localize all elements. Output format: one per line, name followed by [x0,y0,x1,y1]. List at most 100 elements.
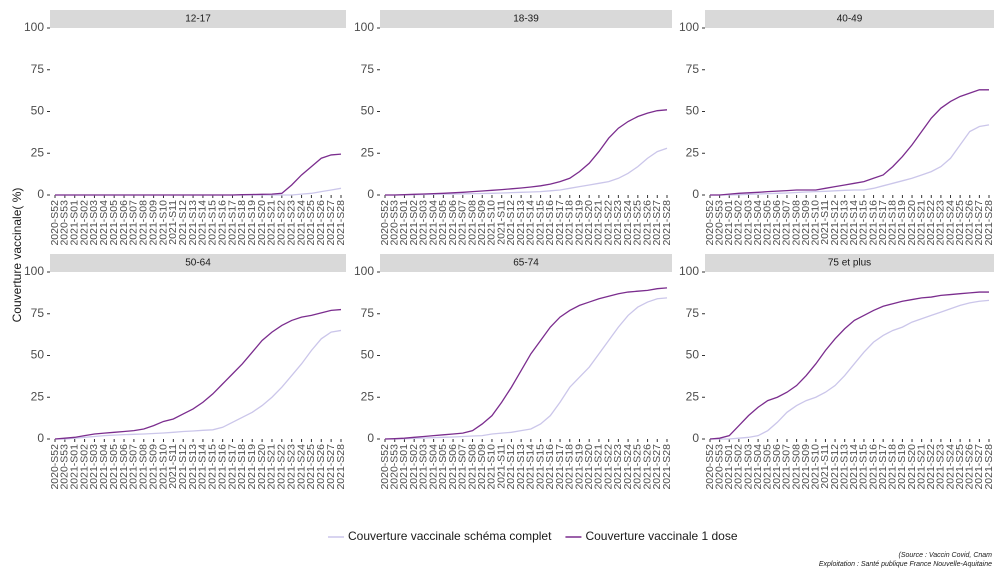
series-line [54,308,342,440]
x-tick-label: 2021-S07 [781,200,793,246]
x-tick-label: 2021-S21 [915,444,927,490]
x-tick-label: 2021-S11 [819,200,831,245]
x-tick-label: 2020-S52 [49,200,61,246]
x-tick-label: 2021-S03 [418,444,430,490]
x-tick-label: 2021-S15 [534,200,546,246]
x-tick-label: 2021-S21 [593,200,605,246]
x-tick-label: 2021-S03 [742,200,754,246]
facet-title: 18-39 [513,14,539,25]
x-tick-label: 2021-S01 [398,444,410,490]
x-tick-label: 2021-S05 [108,444,120,490]
x-tick-label: 2021-S01 [69,444,81,490]
y-tick-label: 100 [679,264,699,278]
x-tick-label: 2021-S23 [285,444,297,490]
x-tick-label: 2021-S25 [305,200,317,246]
facet-strip [380,10,672,28]
x-tick-label: 2021-S04 [98,444,110,490]
x-tick-label: 2021-S11 [819,444,831,489]
x-tick-label: 2021-S28 [983,200,994,246]
x-tick-label: 2021-S23 [612,200,624,246]
x-tick-label: 2021-S10 [157,200,169,246]
x-tick-label: 2021-S01 [723,200,735,246]
x-tick-label: 2021-S24 [944,200,956,246]
x-tick-label: 2021-S02 [733,200,745,246]
x-tick-label: 2021-S12 [505,200,517,246]
y-tick-label: 75 [31,306,45,320]
x-tick-label: 2021-S21 [915,200,927,246]
series-line [385,109,668,196]
x-tick-label: 2021-S16 [867,200,879,246]
y-tick-label: 50 [361,348,375,362]
source-line: (Source : Vaccin Covid, Cnam [899,552,993,559]
x-tick-label: 2021-S11 [495,444,507,489]
y-tick-label: 25 [361,389,375,403]
x-tick-label: 2021-S27 [325,200,337,246]
x-tick-label: 2020-S53 [389,200,401,246]
x-tick-label: 2021-S17 [877,444,889,490]
y-tick-label: 100 [354,264,374,278]
x-tick-label: 2021-S24 [622,200,634,246]
x-tick-label: 2021-S27 [973,444,985,490]
x-tick-label: 2021-S21 [266,444,278,490]
y-tick-label: 0 [367,431,374,445]
series-line [709,291,989,440]
y-tick-label: 25 [31,145,45,159]
x-tick-label: 2021-S13 [515,444,527,490]
x-tick-label: 2021-S10 [157,444,169,490]
x-tick-label: 2021-S19 [246,444,258,490]
x-tick-label: 2021-S04 [752,444,764,490]
y-tick-label: 0 [692,187,699,201]
x-tick-label: 2021-S18 [236,444,248,490]
y-tick-label: 100 [679,20,699,34]
y-tick-label: 50 [31,104,45,118]
x-tick-label: 2021-S09 [800,200,812,246]
facet-title: 40-49 [837,14,863,25]
x-tick-label: 2021-S04 [427,444,439,490]
facet-strip [380,254,672,272]
x-tick-label: 2021-S26 [641,200,653,246]
x-tick-label: 2020-S53 [389,444,401,490]
x-tick-label: 2021-S26 [964,200,976,246]
x-tick-label: 2021-S03 [88,200,100,246]
y-tick-label: 75 [686,62,700,76]
x-tick-label: 2021-S01 [723,444,735,490]
x-tick-label: 2021-S22 [925,444,937,490]
x-tick-label: 2021-S05 [437,444,449,490]
x-tick-label: 2021-S15 [858,200,870,246]
y-tick-label: 75 [361,62,375,76]
x-tick-label: 2021-S18 [564,200,576,246]
x-tick-label: 2021-S25 [632,200,644,246]
facet-title: 50-64 [185,258,211,269]
x-tick-label: 2021-S04 [427,200,439,246]
x-tick-label: 2021-S17 [554,444,566,490]
y-tick-label: 75 [361,306,375,320]
x-tick-label: 2021-S07 [128,444,140,490]
facet-strip [705,10,994,28]
x-tick-label: 2021-S28 [661,444,673,490]
facet-strip [50,10,346,28]
x-tick-label: 2021-S04 [752,200,764,246]
x-tick-label: 2021-S08 [138,444,150,490]
legend-label: Couverture vaccinale 1 dose [585,529,737,543]
x-tick-label: 2021-S02 [733,444,745,490]
x-tick-label: 2021-S03 [418,200,430,246]
x-tick-label: 2021-S09 [476,200,488,246]
facet-strip [705,254,994,272]
x-tick-label: 2021-S18 [887,444,899,490]
x-tick-label: 2021-S06 [771,200,783,246]
series-line [55,153,342,196]
series-line [55,329,342,440]
x-tick-label: 2021-S19 [246,200,258,246]
x-tick-label: 2021-S20 [906,200,918,246]
y-tick-label: 75 [686,306,700,320]
x-tick-label: 2021-S16 [216,200,228,246]
x-tick-label: 2021-S09 [147,200,159,246]
x-tick-label: 2021-S01 [398,200,410,246]
x-tick-label: 2021-S24 [622,444,634,490]
x-tick-label: 2021-S17 [554,200,566,246]
x-tick-label: 2021-S24 [295,444,307,490]
x-tick-label: 2020-S53 [59,444,71,490]
x-tick-label: 2021-S27 [651,444,663,490]
x-tick-label: 2021-S25 [954,444,966,490]
